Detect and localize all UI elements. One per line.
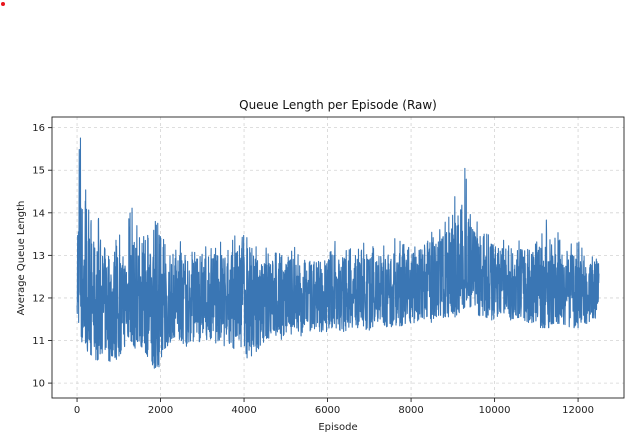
y-tick-label: 12: [32, 293, 45, 304]
chart-title: Queue Length per Episode (Raw): [239, 98, 437, 112]
y-axis-title: Average Queue Length: [16, 201, 27, 316]
x-tick-label: 10000: [479, 405, 511, 416]
y-tick-label: 10: [32, 379, 45, 390]
x-tick-label: 6000: [315, 405, 340, 416]
y-tick-label: 15: [32, 166, 45, 177]
series-line-raw: [76, 137, 600, 369]
x-axis-title: Episode: [318, 422, 357, 433]
y-tick-label: 11: [32, 336, 45, 347]
axes: 0 2000 4000 6000 8000 10000 12000 10 11 12 13 14 15 1…: [32, 116, 625, 416]
x-tick-label: 2000: [148, 405, 173, 416]
x-tick-label: 8000: [398, 405, 423, 416]
x-tick-label: 0: [74, 405, 80, 416]
y-tick-label: 16: [32, 123, 45, 134]
y-tick-label: 13: [32, 251, 45, 262]
plot-area: [76, 137, 600, 369]
x-tick-label: 4000: [231, 405, 256, 416]
axes-frame: [51, 116, 625, 399]
x-tick-label: 12000: [562, 405, 594, 416]
y-tick-label: 14: [32, 208, 45, 219]
red-dot-marker: [1, 2, 5, 6]
